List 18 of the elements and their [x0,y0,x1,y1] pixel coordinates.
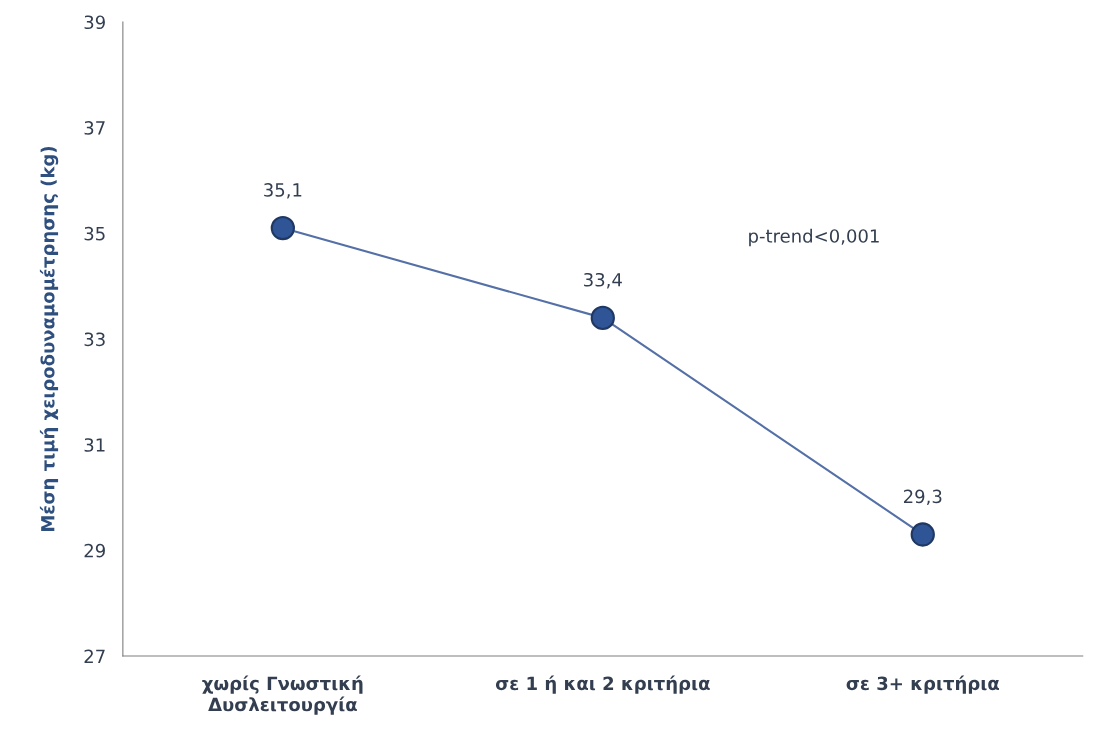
y-tick-label: 37 [84,121,105,135]
x-tick-label: σε 1 ή και 2 κριτήρια [495,675,710,694]
y-tick-label: 31 [84,438,105,452]
y-tick-label: 39 [84,15,105,30]
y-tick-label: 35 [84,226,105,241]
x-tick-label: σε 3+ κριτήρια [846,675,999,694]
y-tick-label: 27 [84,649,105,663]
y-tick-label: 33 [84,332,105,347]
x-tick-label: χωρίς Γνωστική Δυσλειτουργία [202,675,363,715]
point [590,305,615,331]
point [910,522,935,547]
data-label: 29,3 [903,489,942,506]
y-tick-label: 29 [84,543,105,558]
y-axis-title: Μέση τιμή χειροδυναμομέτρησης (kg) [39,146,59,531]
data-label: 33,4 [584,272,622,289]
annotation: p-trend<0,001 [749,228,879,247]
point [270,215,295,241]
data-label: 35,1 [264,183,302,199]
